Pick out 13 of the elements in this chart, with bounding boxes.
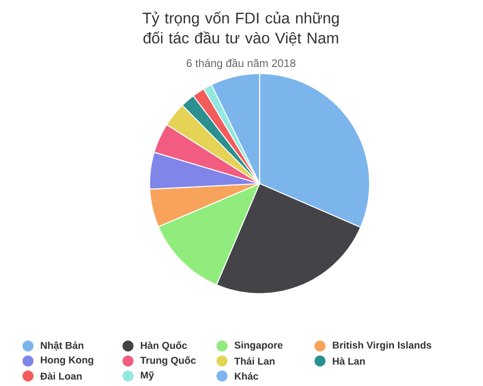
legend-label: Thái Lan — [234, 357, 275, 365]
legend-label: Mỹ — [140, 371, 154, 381]
legend-label: Trung Quốc — [140, 356, 196, 366]
legend-label: Singapore — [234, 341, 283, 351]
legend-label: Khác — [234, 372, 258, 380]
chart-subtitle: 6 tháng đầu năm 2018 — [186, 58, 296, 70]
legend-label: Nhật Bản — [40, 341, 84, 351]
legend-label: Hong Kong — [40, 356, 94, 366]
legend-label: Đài Loan — [40, 372, 82, 380]
legend-label: Hà Lan — [332, 357, 365, 365]
chart-title: Tỷ trọng vốn FDI của những đối tác đầu tư vào Việt Nam — [142, 12, 339, 46]
legend-label: Hàn Quốc — [140, 341, 187, 351]
legend-label: British Virgin Islands — [332, 341, 432, 351]
